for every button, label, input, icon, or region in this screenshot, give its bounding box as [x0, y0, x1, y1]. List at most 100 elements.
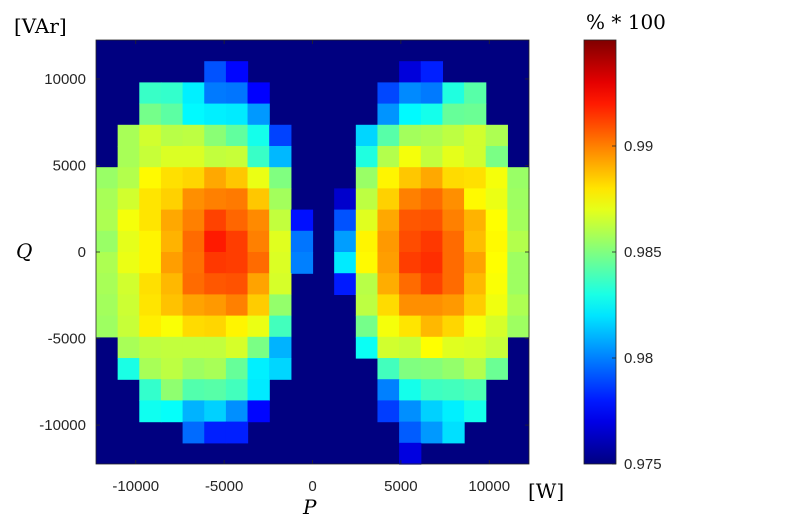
- heatmap-cell: [247, 82, 270, 105]
- heatmap-cell: [334, 230, 357, 253]
- heatmap-cell: [485, 315, 508, 338]
- heatmap-cell: [464, 379, 487, 402]
- heatmap-cell: [464, 145, 487, 168]
- heatmap-cell: [507, 167, 530, 189]
- heatmap-cell: [182, 167, 205, 189]
- heatmap-cell: [377, 252, 400, 274]
- heatmap-cell: [225, 379, 249, 402]
- heatmap-cell: [377, 230, 400, 253]
- heatmap-cell: [247, 124, 270, 147]
- heatmap-cell: [225, 315, 249, 338]
- heatmap-cell: [225, 61, 249, 83]
- heatmap-cell: [507, 273, 530, 296]
- heatmap-cell: [160, 230, 184, 253]
- heatmap-cell: [139, 273, 162, 296]
- heatmap-cell: [182, 273, 205, 296]
- heatmap-cell: [442, 336, 465, 359]
- heatmap-cell: [464, 294, 487, 317]
- heatmap-cell: [420, 167, 444, 189]
- heatmap-cell: [160, 358, 184, 380]
- heatmap-cell: [464, 167, 487, 189]
- heatmap-cell: [204, 273, 227, 296]
- heatmap-cell: [95, 230, 119, 253]
- heatmap-cell: [247, 379, 270, 402]
- y-tick-label: -10000: [39, 417, 86, 434]
- heatmap-cell: [485, 273, 508, 296]
- heatmap-cell: [160, 82, 184, 105]
- heatmap-cell: [377, 294, 400, 317]
- heatmap-cell: [269, 188, 292, 211]
- x-axis-ticks: -10000 -5000 0 5000 10000: [112, 40, 510, 495]
- heatmap-cell: [377, 167, 400, 189]
- heatmap-cell: [225, 103, 249, 126]
- heatmap-cell: [204, 400, 227, 423]
- heatmap-cell: [182, 230, 205, 253]
- y-axis-ticks: -10000 -5000 0 5000 10000: [39, 71, 529, 434]
- heatmap-cell: [117, 124, 140, 147]
- heatmap-cell: [182, 103, 205, 126]
- heatmap-cell: [204, 145, 227, 168]
- heatmap-cell: [464, 273, 487, 296]
- heatmap-cell: [485, 358, 508, 380]
- heatmap-cell: [399, 188, 422, 211]
- heatmap-cell: [225, 188, 249, 211]
- heatmap-cell: [442, 273, 465, 296]
- heatmap-cell: [442, 400, 465, 423]
- heatmap-cell: [95, 273, 119, 296]
- heatmap-cell: [399, 442, 422, 465]
- heatmap-cell: [464, 252, 487, 274]
- heatmap-cell: [399, 421, 422, 444]
- heatmap-cell: [290, 230, 314, 253]
- heatmap-cell: [247, 188, 270, 211]
- heatmap-cell: [399, 209, 422, 232]
- heatmap-cell: [225, 273, 249, 296]
- heatmap-cell: [269, 124, 292, 147]
- heatmap-cell: [464, 230, 487, 253]
- heatmap-cell: [117, 273, 140, 296]
- heatmap-cell: [334, 188, 357, 211]
- heatmap-cell: [160, 336, 184, 359]
- heatmap-cell: [377, 188, 400, 211]
- colorbar-ticks: 0.975 0.98 0.985 0.99: [612, 138, 662, 473]
- heatmap-cell: [377, 209, 400, 232]
- heatmap-cell: [247, 209, 270, 232]
- heatmap-cell: [420, 294, 444, 317]
- heatmap-cell: [399, 400, 422, 423]
- heatmap-cell: [139, 209, 162, 232]
- heatmap-cell: [355, 230, 379, 253]
- heatmap-cell: [485, 124, 508, 147]
- heatmap-cell: [269, 209, 292, 232]
- heatmap-cell: [420, 230, 444, 253]
- heatmap-cell: [355, 145, 379, 168]
- heatmap-cell: [507, 315, 530, 338]
- heatmap-cell: [485, 252, 508, 274]
- heatmap-cell: [399, 336, 422, 359]
- heatmap-cell: [464, 209, 487, 232]
- heatmap-cell: [204, 188, 227, 211]
- heatmap-cell: [204, 61, 227, 83]
- heatmap-cell: [139, 315, 162, 338]
- heatmap-cell: [464, 400, 487, 423]
- y-axis-label: Q: [16, 239, 32, 263]
- heatmap-cell: [399, 230, 422, 253]
- heatmap-cell: [247, 167, 270, 189]
- heatmap-cell: [182, 358, 205, 380]
- heatmap-cell: [225, 82, 249, 105]
- heatmap-cell: [377, 358, 400, 380]
- heatmap-cell: [442, 124, 465, 147]
- heatmap-cell: [399, 358, 422, 380]
- heatmap-cell: [377, 103, 400, 126]
- heatmap-cell: [420, 358, 444, 380]
- heatmap-cells: [95, 40, 530, 465]
- heatmap-cell: [139, 167, 162, 189]
- heatmap-cell: [225, 230, 249, 253]
- heatmap-cell: [464, 82, 487, 105]
- colorbar-tick-label: 0.975: [624, 456, 662, 473]
- heatmap-cell: [182, 400, 205, 423]
- colorbar-tick-label: 0.99: [624, 138, 653, 155]
- heatmap-cell: [377, 315, 400, 338]
- heatmap-cell: [247, 294, 270, 317]
- heatmap-cell: [204, 379, 227, 402]
- heatmap-cell: [182, 379, 205, 402]
- heatmap-cell: [247, 400, 270, 423]
